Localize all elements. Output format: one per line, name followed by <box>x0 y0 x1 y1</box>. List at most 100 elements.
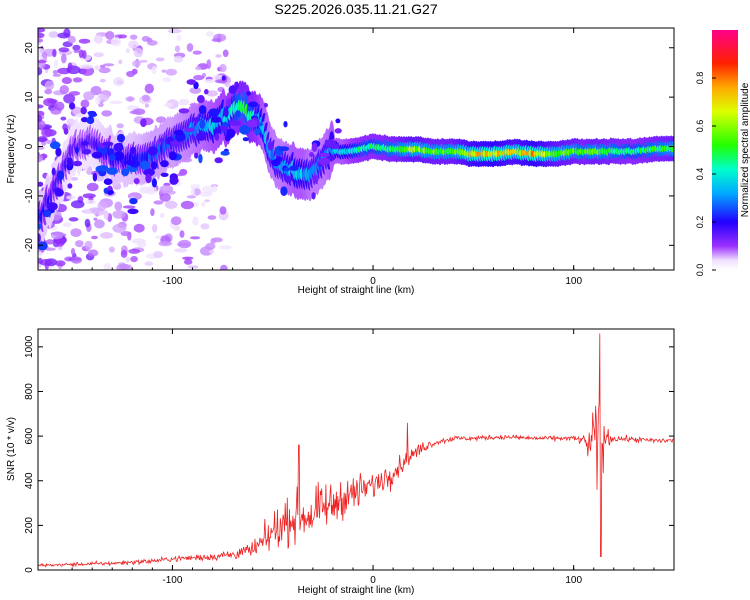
spectrogram-blob <box>106 167 118 175</box>
spectrogram-blob <box>221 75 226 81</box>
spectrogram-blob <box>235 110 241 118</box>
spectrogram-noise-blob <box>132 60 142 68</box>
spectrogram-blob <box>229 120 241 126</box>
spectrogram-blob <box>168 151 177 161</box>
spectrogram-x-axis-label: Height of straight line (km) <box>298 285 415 296</box>
spectrogram-noise-blob <box>85 199 97 205</box>
spectrogram-noise-blob <box>60 116 67 121</box>
spectrogram-noise-blob <box>219 206 227 215</box>
spectrogram-noise-blob <box>195 66 202 71</box>
spectrogram-noise-blob <box>38 137 48 142</box>
spectrogram-noise-blob <box>38 60 47 64</box>
spectrogram-blob <box>334 128 342 134</box>
x-tick-label: 100 <box>565 575 582 586</box>
spectrogram-noise-blob <box>184 259 193 265</box>
spectrogram-noise-blob <box>144 103 149 108</box>
spectrogram-noise-blob <box>38 32 45 39</box>
spectrogram-noise-blob <box>180 200 194 210</box>
spectrogram-noise-blob <box>153 200 164 205</box>
spectrogram-noise-blob <box>120 249 128 258</box>
spectrogram-blob <box>169 176 179 185</box>
y-tick-label: 0 <box>24 567 35 573</box>
spectrogram-noise-blob <box>38 142 42 146</box>
spectrogram-blob <box>145 173 152 184</box>
spectrogram-blob <box>38 223 42 230</box>
spectrogram-noise-blob <box>44 80 55 91</box>
spectrogram-blob <box>242 137 249 142</box>
spectrogram-blob <box>121 168 130 177</box>
spectrogram-blob <box>92 172 98 182</box>
spectrogram-noise-blob <box>159 185 174 194</box>
spectrogram-noise-blob <box>201 201 206 207</box>
colorbar-gradient <box>712 30 738 270</box>
spectrogram-noise-blob <box>193 74 205 81</box>
spectrogram-blob <box>159 137 164 143</box>
spectrogram-noise-blob <box>73 49 80 53</box>
colorbar: 0.0 0.2 0.4 0.6 0.8 Normalized spectral ampl… <box>695 30 750 276</box>
spectrogram-noise-blob <box>48 31 59 38</box>
spectrogram-blob <box>74 146 79 154</box>
spectrogram-noise-blob <box>151 66 157 75</box>
spectrogram-noise-blob <box>38 28 46 33</box>
spectrogram-noise-blob <box>52 73 61 77</box>
spectrogram-noise-blob <box>152 224 158 233</box>
spectrogram-noise-blob <box>200 246 213 256</box>
spectrogram-noise-blob <box>190 236 201 240</box>
spectrogram-blob <box>91 151 103 159</box>
spectrogram-noise-blob <box>116 123 124 129</box>
spectrogram-noise-blob <box>38 146 45 150</box>
spectrogram-noise-blob <box>94 65 100 71</box>
spectrogram-blob <box>246 119 258 128</box>
spectrogram-blob <box>318 157 331 166</box>
spectrogram-blob <box>107 190 114 195</box>
spectrogram-blob <box>151 178 157 188</box>
spectrogram-noise-blob <box>125 256 131 263</box>
spectrogram-noise-blob <box>118 59 123 65</box>
spectrogram-blob <box>248 101 259 108</box>
spectrogram-blob <box>103 178 113 185</box>
spectrogram-noise-blob <box>108 246 115 253</box>
spectrogram-noise-blob <box>95 96 101 105</box>
spectrogram-noise-blob <box>62 222 72 227</box>
spectrogram-noise-blob <box>126 70 135 78</box>
y-tick-label: 0 <box>24 143 35 149</box>
spectrogram-noise-blob <box>84 218 91 228</box>
spectrogram-noise-blob <box>120 231 132 237</box>
spectrogram-noise-blob <box>129 110 141 115</box>
spectrogram-blob <box>54 188 64 197</box>
spectrogram-noise-blob <box>122 205 136 209</box>
colorbar-tick-label: 0.0 <box>695 264 705 277</box>
spectrogram-noise-blob <box>209 249 215 254</box>
colorbar-ticks: 0.0 0.2 0.4 0.6 0.8 <box>695 72 716 277</box>
spectrogram-noise-blob <box>97 201 107 211</box>
spectrogram-blob <box>239 124 251 135</box>
spectrogram-blob <box>220 125 228 132</box>
spectrogram-noise-blob <box>53 59 59 69</box>
spectrogram-noise-blob <box>80 99 90 108</box>
spectrogram-blob <box>67 183 73 189</box>
snr-y-axis-label: SNR (10 * v/v) <box>6 417 17 481</box>
spectrogram-noise-blob <box>133 47 144 58</box>
spectrogram-noise-blob <box>45 239 55 245</box>
spectrogram-noise-blob <box>109 100 123 105</box>
spectrogram-noise-blob <box>61 53 67 64</box>
spectrogram-blob <box>38 181 44 187</box>
x-tick-label: -100 <box>162 575 182 586</box>
spectrogram-noise-blob <box>70 200 85 209</box>
spectrogram-blob <box>80 106 87 115</box>
spectrogram-blob <box>198 153 203 164</box>
spectrogram-blob <box>160 160 169 168</box>
spectrogram-noise-blob <box>215 54 222 58</box>
spectrogram-noise-blob <box>179 230 185 238</box>
spectrogram-blob <box>143 168 155 177</box>
spectrogram-noise-blob <box>182 256 194 260</box>
figure-title: S225.2026.035.11.21.G27 <box>274 1 437 17</box>
spectrogram-noise-blob <box>167 28 182 34</box>
spectrogram-noise-blob <box>155 235 162 239</box>
y-tick-label: 600 <box>24 427 35 444</box>
spectrogram-noise-blob <box>220 264 228 270</box>
spectrogram-noise-blob <box>186 195 197 199</box>
spectrogram-noise-blob <box>68 217 79 222</box>
